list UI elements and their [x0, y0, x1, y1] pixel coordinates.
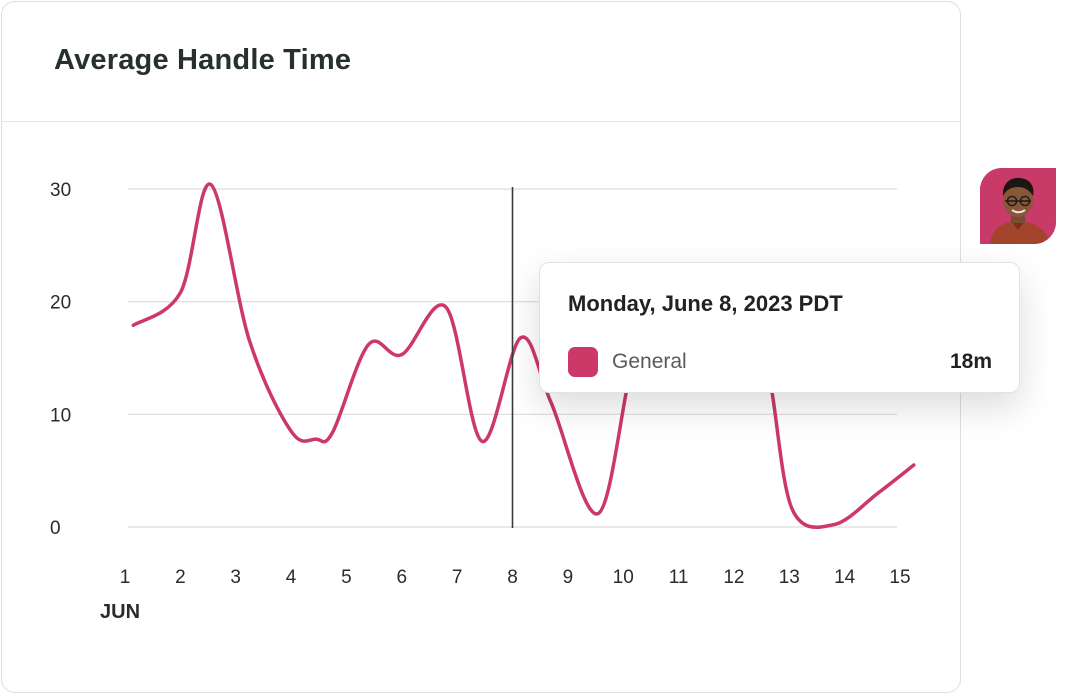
x-tick-label: 2 — [175, 567, 186, 588]
x-tick-label: 12 — [723, 567, 744, 588]
x-tick-label: 1 — [120, 567, 131, 588]
chart-tooltip: Monday, June 8, 2023 PDT General 18m — [539, 262, 1020, 393]
person-avatar-icon[interactable] — [980, 168, 1056, 244]
y-tick-label: 10 — [50, 405, 71, 426]
x-tick-label: 8 — [507, 567, 518, 588]
avatar-portrait — [980, 168, 1056, 244]
legend-swatch-general — [568, 347, 598, 377]
card-title: Average Handle Time — [54, 44, 352, 76]
x-tick-label: 14 — [834, 567, 856, 588]
x-axis-month-label: JUN — [100, 601, 140, 623]
x-tick-label: 9 — [563, 567, 574, 588]
tooltip-series-label: General — [612, 350, 687, 373]
x-tick-label: 11 — [669, 567, 689, 588]
tooltip-date: Monday, June 8, 2023 PDT — [568, 291, 843, 316]
x-tick-label: 6 — [396, 567, 407, 588]
x-tick-label: 10 — [613, 567, 634, 588]
x-tick-label: 4 — [286, 567, 297, 588]
x-tick-label: 13 — [779, 567, 800, 588]
x-tick-label: 5 — [341, 567, 352, 588]
card-header — [2, 2, 960, 122]
x-tick-label: 3 — [230, 567, 241, 588]
y-tick-label: 0 — [50, 518, 61, 539]
y-tick-label: 30 — [50, 180, 71, 201]
x-tick-label: 7 — [452, 567, 463, 588]
x-tick-label: 15 — [889, 567, 910, 588]
y-tick-label: 20 — [50, 293, 71, 314]
tooltip-value: 18m — [949, 350, 992, 373]
